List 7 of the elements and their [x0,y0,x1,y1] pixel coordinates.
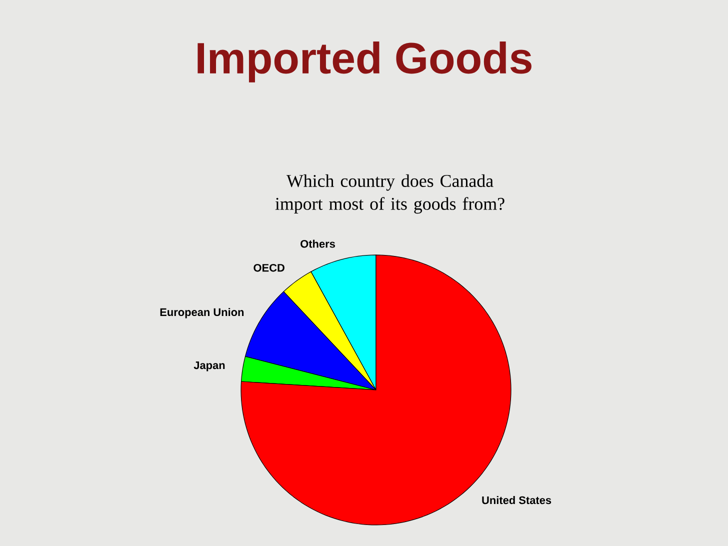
slice-label: United States [482,496,552,504]
chart-title: Imported Goods [198,42,532,82]
slice-label: Others [300,240,335,248]
slice-label: European Union [160,308,244,318]
slice-label: OECD [254,264,284,272]
chart-subtitle: Which country does Canada import most of its goods from? [275,174,504,214]
slice-label: Japan [194,361,225,372]
